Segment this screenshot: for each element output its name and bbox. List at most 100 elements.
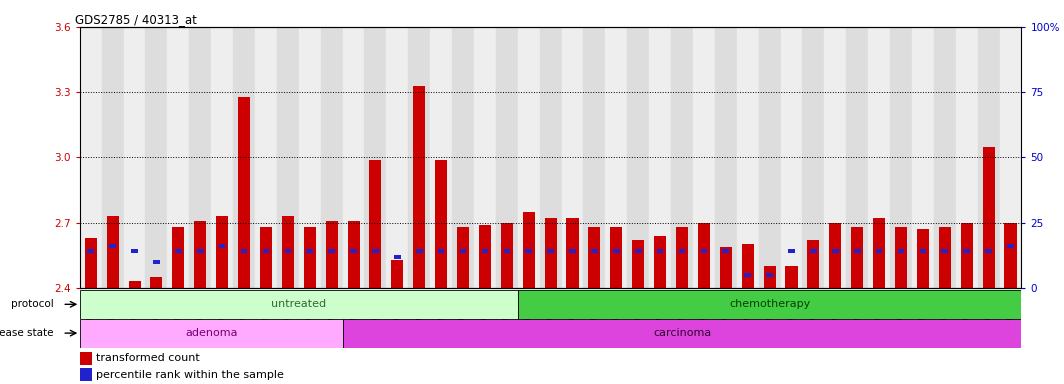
Bar — [829, 223, 842, 288]
Bar — [628, 27, 649, 288]
Bar — [719, 247, 732, 288]
Bar — [260, 227, 272, 288]
Bar — [348, 220, 360, 288]
Bar — [583, 27, 605, 288]
Bar — [435, 160, 447, 288]
Bar — [978, 27, 999, 288]
Bar — [430, 27, 452, 288]
Bar — [195, 220, 206, 288]
Bar — [832, 250, 838, 253]
Bar — [496, 27, 518, 288]
Bar — [656, 250, 664, 253]
Bar — [961, 223, 972, 288]
Bar — [394, 255, 401, 258]
Bar — [458, 227, 469, 288]
Bar — [693, 27, 715, 288]
Bar — [649, 27, 671, 288]
Bar — [350, 250, 356, 253]
Bar — [851, 227, 863, 288]
Text: adenoma: adenoma — [185, 328, 237, 338]
Bar — [102, 27, 123, 288]
Bar — [715, 27, 736, 288]
Bar — [131, 250, 138, 253]
Bar — [211, 27, 233, 288]
Bar — [343, 27, 365, 288]
Bar — [219, 244, 226, 248]
Bar — [479, 225, 491, 288]
Bar — [955, 27, 978, 288]
Bar — [671, 27, 693, 288]
Bar — [503, 250, 510, 253]
Bar — [676, 227, 688, 288]
Bar — [282, 216, 294, 288]
Bar — [299, 27, 320, 288]
Bar — [999, 27, 1021, 288]
Bar — [808, 240, 819, 288]
Bar — [150, 277, 163, 288]
Bar — [781, 27, 802, 288]
Bar — [172, 227, 184, 288]
Bar — [895, 227, 907, 288]
Bar — [825, 27, 846, 288]
Bar — [919, 250, 926, 253]
Bar — [238, 96, 250, 288]
Bar — [263, 250, 269, 253]
Bar — [611, 227, 622, 288]
Bar — [742, 245, 753, 288]
Bar — [80, 352, 92, 365]
Bar — [1004, 223, 1016, 288]
Bar — [898, 250, 904, 253]
Bar — [1008, 244, 1014, 248]
Bar — [518, 290, 1021, 319]
Bar — [216, 216, 228, 288]
Bar — [562, 27, 583, 288]
Bar — [80, 368, 92, 381]
Bar — [522, 212, 535, 288]
Text: disease state: disease state — [0, 328, 53, 338]
Bar — [452, 27, 473, 288]
Text: percentile rank within the sample: percentile rank within the sample — [96, 370, 284, 380]
Bar — [785, 266, 798, 288]
Bar — [654, 236, 666, 288]
Bar — [167, 27, 189, 288]
Bar — [846, 27, 868, 288]
Bar — [392, 260, 403, 288]
Bar — [545, 218, 556, 288]
Bar — [372, 250, 379, 253]
Bar — [547, 250, 554, 253]
Bar — [369, 160, 382, 288]
Bar — [722, 250, 729, 253]
Text: untreated: untreated — [271, 299, 327, 310]
Bar — [320, 27, 343, 288]
Bar — [501, 223, 513, 288]
Bar — [938, 227, 951, 288]
Bar — [876, 250, 882, 253]
Bar — [736, 27, 759, 288]
Bar — [874, 218, 885, 288]
Bar — [129, 281, 140, 288]
Bar — [679, 250, 685, 253]
Bar — [365, 27, 386, 288]
Bar — [197, 250, 203, 253]
Bar — [526, 250, 532, 253]
Bar — [153, 260, 160, 264]
Bar — [891, 27, 912, 288]
Bar — [766, 273, 772, 277]
Bar — [413, 86, 426, 288]
Bar — [764, 266, 776, 288]
Bar — [277, 27, 299, 288]
Bar — [80, 319, 343, 348]
Bar — [934, 27, 955, 288]
Bar — [80, 27, 102, 288]
Bar — [386, 27, 409, 288]
Bar — [437, 250, 445, 253]
Bar — [868, 27, 891, 288]
Bar — [460, 250, 466, 253]
Bar — [255, 27, 277, 288]
Bar — [698, 223, 710, 288]
Bar — [473, 27, 496, 288]
Bar — [240, 250, 247, 253]
Bar — [326, 220, 337, 288]
Bar — [85, 238, 97, 288]
Bar — [106, 216, 119, 288]
